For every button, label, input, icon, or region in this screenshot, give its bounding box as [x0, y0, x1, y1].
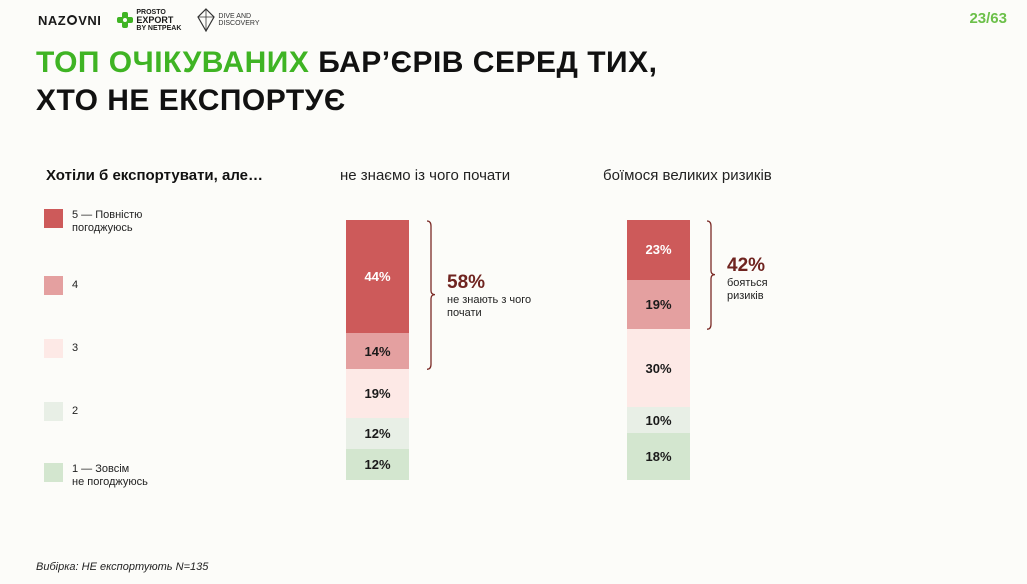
legend-item-1: 1 — Зовсім не погоджуюсь	[44, 463, 148, 489]
segment-value-label: 12%	[364, 426, 391, 442]
legend-swatch	[44, 209, 63, 228]
bar-segment: 12%	[346, 418, 409, 450]
legend-swatch	[44, 463, 63, 482]
segment-value-label: 19%	[364, 386, 391, 402]
bar-segment: 18%	[627, 433, 690, 480]
prosto-export-icon	[117, 12, 134, 28]
segment-value-label: 30%	[645, 360, 672, 376]
segment-value-label: 44%	[364, 269, 391, 285]
callout-text: не знають з чого почати	[447, 294, 532, 319]
segment-value-label: 19%	[645, 296, 672, 312]
bar-segment: 19%	[346, 369, 409, 419]
prosto-export-logo: PROSTO EXPORT BY NETPEAK	[117, 9, 181, 32]
dive-and-discovery-logo: DIVE AND DISCOVERY	[197, 8, 260, 32]
legend-item-4: 4	[44, 276, 78, 295]
footnote: Вибірка: НЕ експортують N=135	[36, 561, 209, 573]
callout-risks: 42% бояться ризиків	[727, 255, 768, 303]
bar-segment: 12%	[346, 449, 409, 480]
legend-item-5: 5 — Повністю погоджуюсь	[44, 209, 142, 235]
bar-segment: 30%	[627, 329, 690, 408]
bar-segment: 44%	[346, 220, 409, 334]
stacked-bar-start: 44% 14% 19% 12% 12%	[346, 220, 409, 480]
title-line2: ХТО НЕ ЕКСПОРТУЄ	[36, 84, 346, 117]
segment-value-label: 18%	[645, 449, 672, 465]
title-rest: БАР’ЄРІВ СЕРЕД ТИХ,	[309, 46, 658, 79]
bracket-start	[426, 220, 436, 370]
page-title: ТОП ОЧІКУВАНИХ БАР’ЄРІВ СЕРЕД ТИХ, ХТО Н…	[36, 44, 657, 120]
bar-segment: 23%	[627, 220, 690, 280]
callout-start: 58% не знають з чого почати	[447, 272, 531, 320]
legend-item-2: 2	[44, 402, 78, 421]
stacked-bar-risks: 23% 19% 30% 10% 18%	[627, 220, 690, 480]
bar-segment: 19%	[627, 279, 690, 330]
dive-diamond-icon	[197, 8, 216, 32]
header: NAZ VNI PROSTO EXPORT BY NETPEAK DIVE AND…	[38, 6, 260, 34]
title-accent: ТОП ОЧІКУВАНИХ	[36, 46, 310, 79]
legend-swatch	[44, 339, 63, 358]
legend-swatch	[44, 402, 63, 421]
segment-value-label: 10%	[645, 412, 672, 428]
legend-item-3: 3	[44, 339, 78, 358]
bar-segment: 10%	[627, 407, 690, 434]
category-label-risks: боїмося великих ризиків	[603, 167, 772, 184]
bracket-path	[426, 220, 436, 370]
segment-value-label: 12%	[364, 457, 391, 473]
segment-value-label: 14%	[364, 343, 391, 359]
question-label: Хотіли б експортувати, але…	[46, 167, 263, 184]
bracket-path	[706, 220, 716, 330]
callout-text: бояться ризиків	[727, 277, 768, 302]
page-number: 23/63	[969, 10, 1007, 27]
category-label-start: не знаємо із чого почати	[340, 167, 511, 184]
bracket-risks	[706, 220, 716, 330]
nazovni-logo: NAZ VNI	[38, 12, 102, 28]
segment-value-label: 23%	[645, 242, 672, 258]
callout-value: 42%	[727, 255, 766, 276]
callout-value: 58%	[447, 272, 486, 293]
legend-swatch	[44, 276, 63, 295]
bar-segment: 14%	[346, 333, 409, 370]
